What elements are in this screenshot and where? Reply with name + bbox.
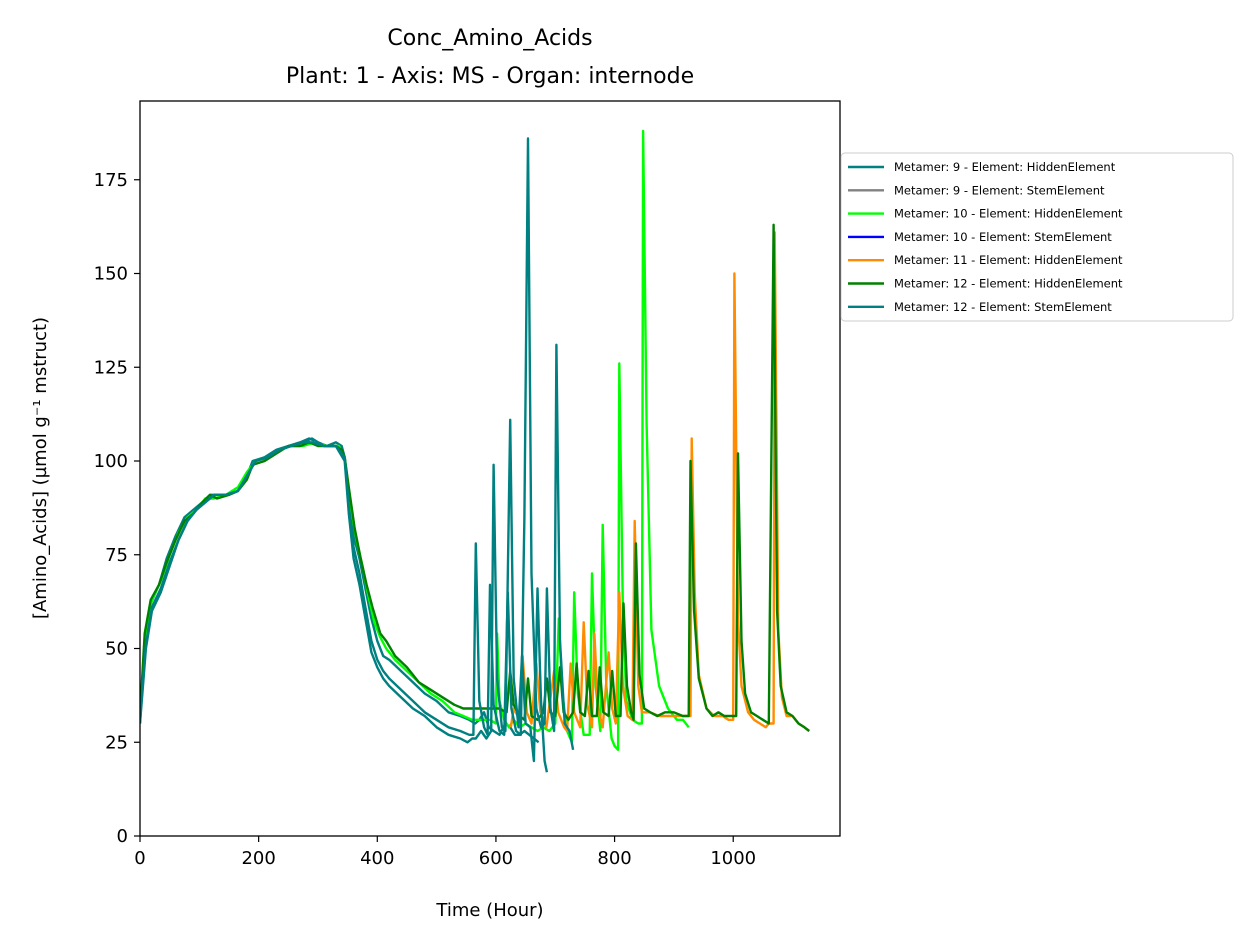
legend-item-label: Metamer: 12 - Element: StemElement	[894, 300, 1112, 314]
chart-title: Conc_Amino_Acids	[387, 26, 592, 51]
legend-item-label: Metamer: 9 - Element: StemElement	[894, 183, 1105, 197]
y-tick-label: 175	[94, 170, 128, 191]
legend-frame	[840, 152, 1234, 322]
series-line-6	[140, 137, 575, 751]
chart-subtitle: Plant: 1 - Axis: MS - Organ: internode	[286, 64, 694, 89]
x-tick-label: 400	[360, 848, 394, 869]
x-tick-label: 0	[134, 848, 145, 869]
legend-item-label: Metamer: 12 - Element: HiddenElement	[894, 277, 1123, 291]
series-line-5	[140, 223, 810, 732]
y-tick-label: 150	[94, 264, 128, 285]
y-axis-label: [Amino_Acids] (µmol g⁻¹ mstruct)	[30, 317, 51, 619]
x-tick-label: 800	[597, 848, 631, 869]
series-line-7	[140, 418, 549, 773]
y-tick-label: 0	[117, 826, 128, 847]
y-axis: 0 25 50 75 100 125 150 175	[94, 170, 140, 847]
x-axis: 0 200 400 600 800 1000	[134, 836, 756, 869]
x-tick-label: 1000	[710, 848, 756, 869]
y-tick-label: 25	[105, 732, 128, 753]
x-tick-label: 200	[241, 848, 275, 869]
legend-item-label: Metamer: 11 - Element: HiddenElement	[894, 253, 1123, 267]
legend-item-label: Metamer: 10 - Element: HiddenElement	[894, 207, 1123, 221]
legend-item-label: Metamer: 9 - Element: HiddenElement	[894, 160, 1116, 174]
series-line-4	[509, 231, 810, 733]
y-tick-label: 100	[94, 451, 128, 472]
y-tick-label: 125	[94, 357, 128, 378]
y-tick-label: 75	[105, 545, 128, 566]
x-tick-label: 600	[479, 848, 513, 869]
y-tick-label: 50	[105, 639, 128, 660]
x-axis-label: Time (Hour)	[435, 900, 543, 921]
legend-item-label: Metamer: 10 - Element: StemElement	[894, 230, 1112, 244]
series-line-2	[140, 129, 690, 751]
series-layer	[140, 129, 810, 773]
legend: Metamer: 9 - Element: HiddenElement Metam…	[840, 152, 1234, 322]
plot-frame	[139, 100, 841, 837]
